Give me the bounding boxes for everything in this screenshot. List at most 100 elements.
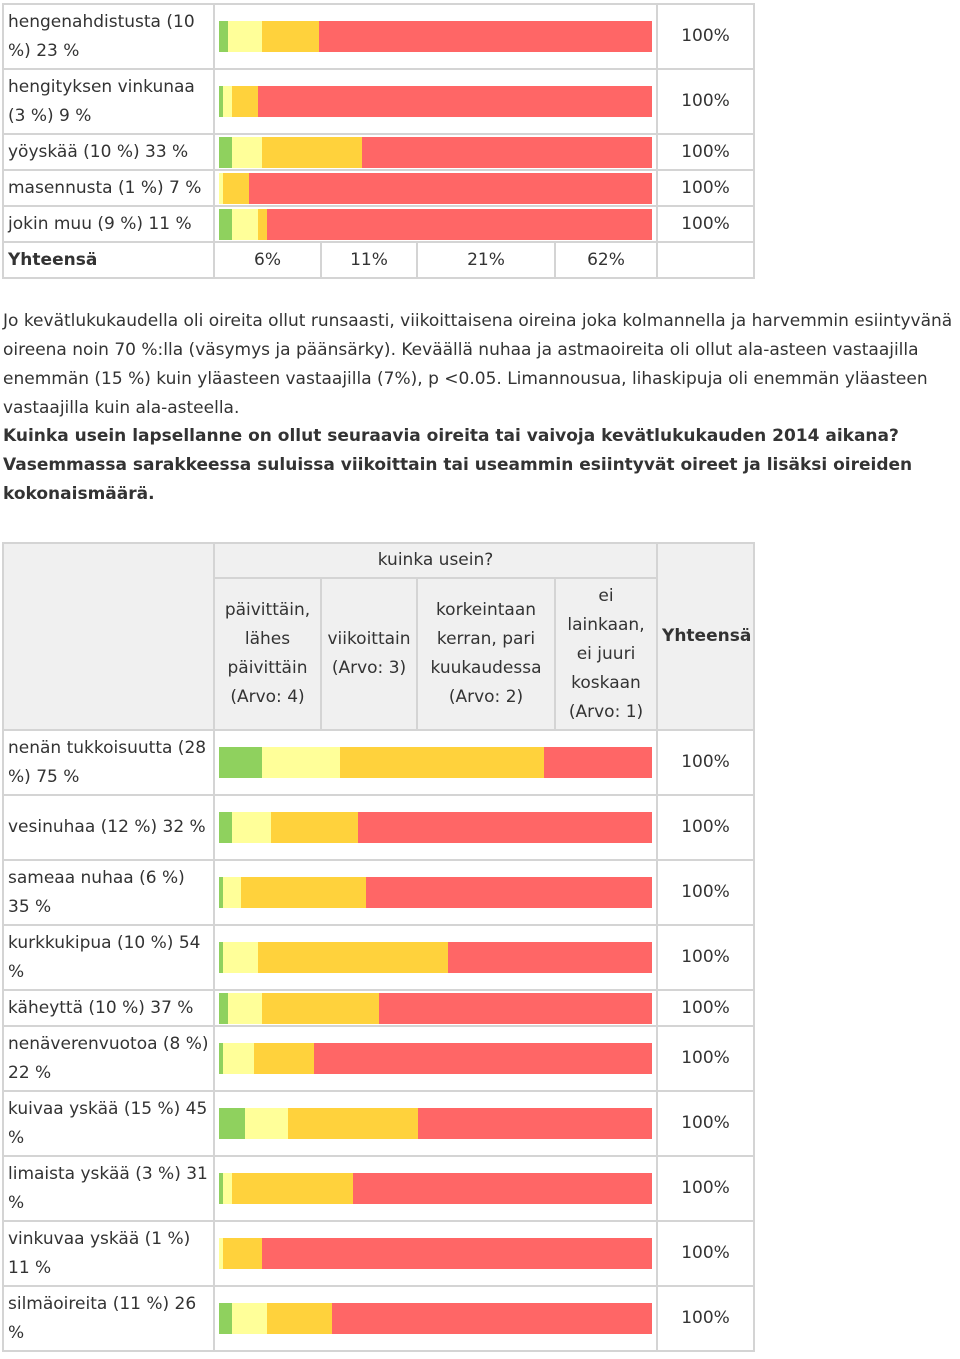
bar-segment-weekly — [227, 992, 263, 1024]
summary-label: Yhteensä — [2, 241, 215, 279]
row-total: 100% — [656, 205, 755, 243]
bar-cell — [212, 1155, 659, 1222]
bar-segment-monthly — [262, 992, 380, 1024]
bar-segment-never — [353, 1173, 652, 1204]
bar-segment-monthly — [223, 172, 250, 204]
bar-cell — [212, 989, 659, 1027]
summary-value-monthly: 21% — [416, 241, 556, 279]
bar-segment-weekly — [223, 1173, 232, 1204]
row-total: 100% — [656, 729, 756, 796]
row-total: 100% — [656, 1285, 756, 1352]
row-label: kurkkukipua (10 %) 54 % — [2, 924, 215, 991]
bar-cell — [212, 924, 659, 991]
bar-segment-never — [266, 208, 652, 240]
stacked-bar — [219, 877, 652, 908]
bar-segment-monthly — [288, 1108, 419, 1139]
stacked-bar — [219, 992, 652, 1024]
row-total: 100% — [656, 924, 756, 991]
bar-cell — [212, 859, 659, 926]
bar-cell — [213, 68, 658, 135]
row-label: hengenahdistusta (10 %) 23 % — [2, 3, 215, 70]
table-row: kurkkukipua (10 %) 54 % 100% — [2, 924, 756, 991]
header-corner — [2, 542, 215, 731]
bar-cell — [213, 3, 658, 70]
table-row: limaista yskää (3 %) 31 % 100% — [2, 1155, 756, 1222]
table-row: hengityksen vinkunaa (3 %) 9 % 100% — [2, 68, 755, 135]
stacked-bar — [219, 1108, 652, 1139]
bar-segment-daily — [219, 1043, 224, 1074]
bar-segment-monthly — [262, 136, 362, 168]
row-total: 100% — [656, 794, 756, 861]
row-total: 100% — [656, 859, 756, 926]
bar-cell — [213, 169, 658, 207]
bar-segment-weekly — [223, 877, 241, 908]
bar-segment-never — [331, 1303, 652, 1334]
summary-row: Yhteensä 6% 11% 21% 62% — [2, 241, 755, 279]
table-row: yöyskää (10 %) 33 % 100% — [2, 133, 755, 171]
bar-cell — [212, 1090, 659, 1157]
row-label: kuivaa yskää (15 %) 45 % — [2, 1090, 215, 1157]
bar-segment-never — [379, 992, 652, 1024]
summary-value-daily: 6% — [213, 241, 322, 279]
stacked-bar — [219, 86, 652, 117]
bar-segment-daily — [219, 21, 228, 52]
bar-segment-never — [361, 136, 652, 168]
stacked-bar — [219, 136, 652, 168]
bar-cell — [212, 1285, 659, 1352]
row-label: nenäverenvuotoa (8 %) 22 % — [2, 1025, 215, 1092]
bar-segment-daily — [219, 942, 224, 973]
stacked-bar — [219, 1303, 652, 1334]
bar-segment-weekly — [223, 86, 232, 117]
col-header-never: ei lainkaan, ei juuri koskaan (Arvo: 1) — [553, 577, 659, 731]
row-total: 100% — [656, 68, 755, 135]
stacked-bar — [219, 1043, 652, 1074]
summary-empty-cell — [656, 241, 755, 279]
bar-segment-monthly — [340, 747, 544, 778]
bar-segment-weekly — [262, 747, 341, 778]
bar-segment-monthly — [270, 812, 358, 843]
table-row: silmäoireita (11 %) 26 % 100% — [2, 1285, 756, 1352]
row-label: masennusta (1 %) 7 % — [2, 169, 215, 207]
row-total: 100% — [656, 1025, 756, 1092]
bar-segment-never — [257, 86, 652, 117]
table-row: vinkuvaa yskää (1 %) 11 % 100% — [2, 1220, 756, 1287]
stacked-bar — [219, 21, 652, 52]
row-label: vesinuhaa (12 %) 32 % — [2, 794, 215, 861]
stacked-bar — [219, 942, 652, 973]
bar-segment-weekly — [219, 1238, 224, 1269]
table-row: hengenahdistusta (10 %) 23 % 100% — [2, 3, 755, 70]
bar-segment-monthly — [231, 1173, 354, 1204]
bar-segment-never — [262, 1238, 652, 1269]
row-total: 100% — [656, 3, 755, 70]
bar-segment-daily — [219, 208, 232, 240]
row-total: 100% — [656, 133, 755, 171]
bar-segment-daily — [219, 747, 263, 778]
col-header-daily: päivittäin, lähes päivittäin (Arvo: 4) — [213, 577, 322, 731]
col-header-weekly: viikoittain (Arvo: 3) — [320, 577, 418, 731]
stacked-bar — [219, 812, 652, 843]
stacked-bar — [219, 208, 652, 240]
row-total: 100% — [656, 1155, 756, 1222]
table-row: kuivaa yskää (15 %) 45 % 100% — [2, 1090, 756, 1157]
bar-segment-weekly — [219, 172, 224, 204]
table-row: nenäverenvuotoa (8 %) 22 % 100% — [2, 1025, 756, 1092]
total-header: Yhteensä — [656, 542, 756, 731]
summary-value-never: 62% — [554, 241, 658, 279]
bar-segment-monthly — [240, 877, 367, 908]
row-label: nenän tukkoisuutta (28 %) 75 % — [2, 729, 215, 796]
bar-cell — [213, 205, 658, 243]
bar-cell — [212, 794, 659, 861]
bar-segment-daily — [219, 1173, 224, 1204]
bar-segment-monthly — [223, 1238, 263, 1269]
row-total: 100% — [656, 989, 756, 1027]
row-label: jokin muu (9 %) 11 % — [2, 205, 215, 243]
bar-segment-never — [357, 812, 652, 843]
table-row: sameaa nuhaa (6 %) 35 % 100% — [2, 859, 756, 926]
bar-segment-monthly — [253, 1043, 315, 1074]
summary-value-weekly: 11% — [320, 241, 418, 279]
stacked-bar — [219, 1173, 652, 1204]
table-row: vesinuhaa (12 %) 32 % 100% — [2, 794, 756, 861]
bar-segment-daily — [219, 1108, 245, 1139]
bar-segment-weekly — [231, 208, 258, 240]
bar-segment-weekly — [227, 21, 263, 52]
